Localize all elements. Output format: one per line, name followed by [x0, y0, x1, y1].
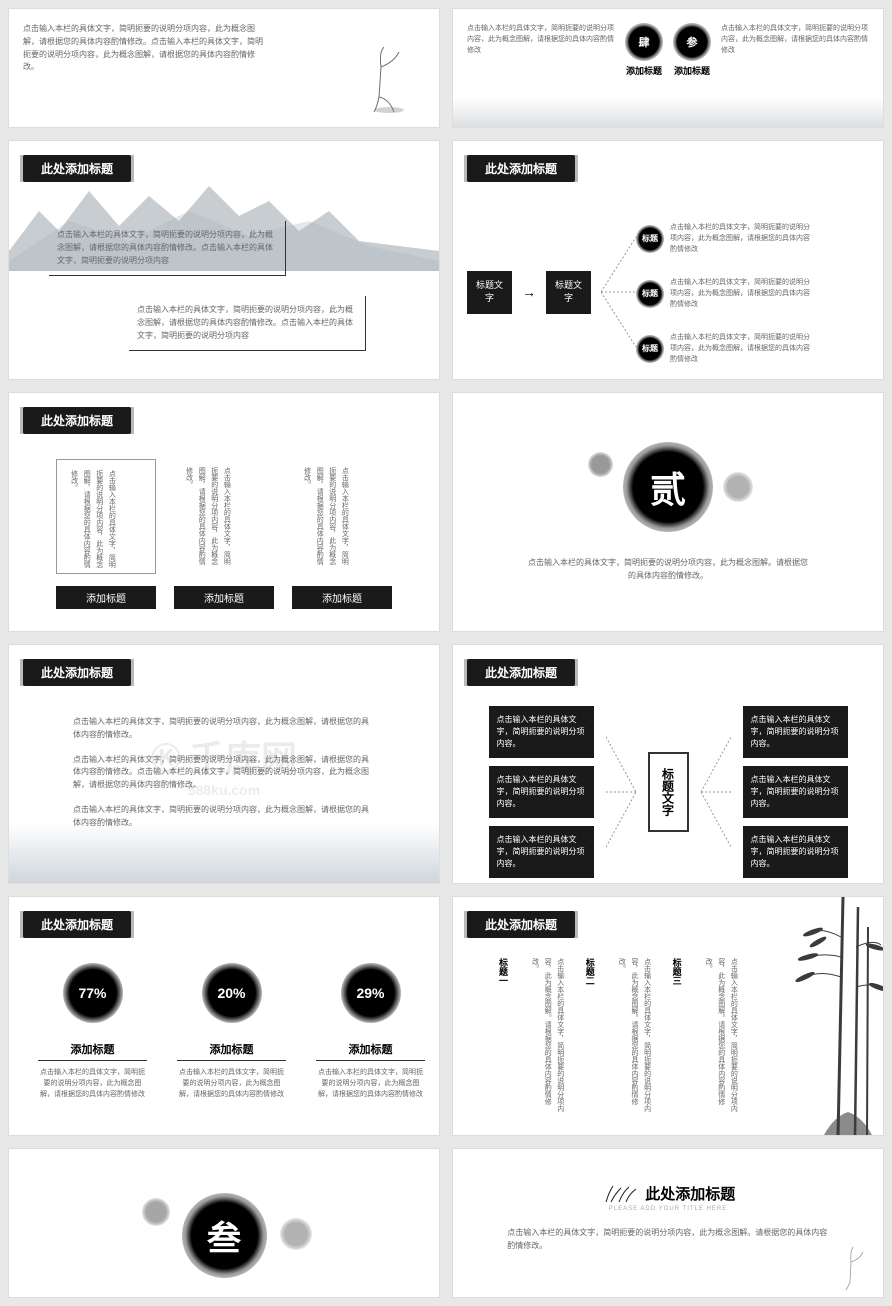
- node-2: 标题: [636, 280, 664, 308]
- center-box: 标题文字: [648, 752, 689, 832]
- para-2: 点击输入本栏的具体文字，简明扼要的说明分项内容，此为概念图解，请根据您的具体内容…: [73, 754, 375, 792]
- branch-lines: [601, 217, 641, 367]
- slide-9: 此处添加标题 77% 添加标题 点击输入本栏的具体文字，简明扼要的说明分项内容，…: [8, 896, 440, 1136]
- col-2: 点击输入本栏的具体文字，简明扼要的说明分项内容，此为概念图解，请根据您的具体内容…: [174, 459, 274, 609]
- pct-col-3: 29% 添加标题 点击输入本栏的具体文字，简明扼要的说明分项内容，此为概念图解，…: [316, 963, 425, 1101]
- ink-circle-san2: 叁: [182, 1193, 267, 1278]
- slide-5: 此处添加标题 点击输入本栏的具体文字，简明扼要的说明分项内容，此为概念图解，请根…: [8, 392, 440, 632]
- slide-10: 此处添加标题 标题一 点击输入本栏的具体文字，简明扼要的说明分项内容，此为概念图…: [452, 896, 884, 1136]
- pct-2: 20%: [202, 963, 262, 1023]
- title-12: 此处添加标题: [645, 1186, 735, 1203]
- pct-2-title: 添加标题: [177, 1041, 286, 1061]
- box-mr: 点击输入本栏的具体文字，简明扼要的说明分项内容。: [743, 766, 848, 818]
- ink-circle-si: 肆: [625, 23, 663, 61]
- flow-box-center: 标题文字: [546, 271, 591, 314]
- bamboo-icon: [763, 897, 883, 1136]
- flow-box-left: 标题文字: [467, 271, 512, 314]
- pct-3-desc: 点击输入本栏的具体文字，简明扼要的说明分项内容，此为概念图解，请根据您的具体内容…: [316, 1067, 425, 1101]
- pct-2-desc: 点击输入本栏的具体文字，简明扼要的说明分项内容，此为概念图解，请根据您的具体内容…: [177, 1067, 286, 1101]
- slide-7: 此处添加标题 点击输入本栏的具体文字，简明扼要的说明分项内容，此为概念图解，请根…: [8, 644, 440, 884]
- mountains-bg: [9, 823, 439, 883]
- slide-2: 点击输入本栏的具体文字，简明扼要的说明分项内容，此为概念图解，请根据您的具体内容…: [452, 8, 884, 128]
- section-title-10: 此处添加标题: [467, 911, 575, 938]
- box-br: 点击输入本栏的具体文字，简明扼要的说明分项内容。: [743, 826, 848, 878]
- slide-6: 贰 点击输入本栏的具体文字，简明扼要的说明分项内容，此为概念图解。请根据您的具体…: [452, 392, 884, 632]
- vlabel-1: 标题一: [497, 958, 510, 1118]
- vcol-3: 点击输入本栏的具体文字，简明扼要的说明分项内容，此为概念图解。请根据您的具体内容…: [702, 958, 740, 1118]
- node-1: 标题: [636, 225, 664, 253]
- pct-3: 29%: [341, 963, 401, 1023]
- col-1: 点击输入本栏的具体文字，简明扼要的说明分项内容，此为概念图解，请根据您的具体内容…: [56, 459, 156, 609]
- slide-11: 叁: [8, 1148, 440, 1298]
- node-3: 标题: [636, 335, 664, 363]
- pct-col-1: 77% 添加标题 点击输入本栏的具体文字，简明扼要的说明分项内容，此为概念图解，…: [38, 963, 147, 1101]
- slide-8: 此处添加标题 点击输入本栏的具体文字，简明扼要的说明分项内容。 点击输入本栏的具…: [452, 644, 884, 884]
- text-box-2: 点击输入本栏的具体文字，简明扼要的说明分项内容，此为概念图解，请根据您的具体内容…: [129, 296, 366, 351]
- pct-1: 77%: [63, 963, 123, 1023]
- slide-3: 此处添加标题 点击输入本栏的具体文字，简明扼要的说明分项内容，此为概念图解，请根…: [8, 140, 440, 380]
- vcol-2: 点击输入本栏的具体文字，简明扼要的说明分项内容，此为概念图解。请根据您的具体内容…: [615, 958, 653, 1118]
- para-1: 点击输入本栏的具体文字，简明扼要的说明分项内容，此为概念图解，请根据您的具体内容…: [73, 716, 375, 742]
- grass-icon: [601, 1184, 641, 1204]
- box-tr: 点击输入本栏的具体文字，简明扼要的说明分项内容。: [743, 706, 848, 758]
- section-title-7: 此处添加标题: [23, 659, 131, 686]
- box-ml: 点击输入本栏的具体文字，简明扼要的说明分项内容。: [489, 766, 594, 818]
- section-title-9: 此处添加标题: [23, 911, 131, 938]
- left-lines: [606, 712, 636, 872]
- slide-1: 点击输入本栏的具体文字，简明扼要的说明分项内容，此为概念图解，请根据您的具体内容…: [8, 8, 440, 128]
- node-3-text: 点击输入本栏的具体文字，简明扼要的说明分项内容，此为概念图解，请根据您的具体内容…: [670, 332, 810, 366]
- col-2-label: 添加标题: [174, 586, 274, 609]
- text-box-1: 点击输入本栏的具体文字，简明扼要的说明分项内容，此为概念图解，请根据您的具体内容…: [49, 221, 286, 276]
- ink-splash-1: [588, 452, 613, 477]
- col-3: 点击输入本栏的具体文字，简明扼要的说明分项内容，此为概念图解，请根据您的具体内容…: [292, 459, 392, 609]
- arrow-icon: →: [522, 284, 536, 300]
- subtitle-12: PLEASE ADD YOUR TITLE HERE: [467, 1206, 869, 1212]
- vcol-1: 点击输入本栏的具体文字，简明扼要的说明分项内容，此为概念图解。请根据您的具体内容…: [528, 958, 566, 1118]
- caption: 点击输入本栏的具体文字，简明扼要的说明分项内容，此为概念图解。请根据您的具体内容…: [527, 557, 808, 583]
- section-title-5: 此处添加标题: [23, 407, 131, 434]
- crane-icon-2: [838, 1242, 868, 1292]
- box-tl: 点击输入本栏的具体文字，简明扼要的说明分项内容。: [489, 706, 594, 758]
- col-1-label: 添加标题: [56, 586, 156, 609]
- splash-l: [142, 1198, 170, 1226]
- section-title-8: 此处添加标题: [467, 659, 575, 686]
- item-text-left: 点击输入本栏的具体文字，简明扼要的说明分项内容，此为概念图解，请根据您的具体内容…: [467, 23, 615, 57]
- crane-icon: [359, 37, 409, 117]
- item-text-right: 点击输入本栏的具体文字，简明扼要的说明分项内容，此为概念图解，请根据您的具体内容…: [721, 23, 869, 57]
- section-title-4: 此处添加标题: [467, 155, 575, 182]
- box-bl: 点击输入本栏的具体文字，简明扼要的说明分项内容。: [489, 826, 594, 878]
- ink-splash-2: [723, 472, 753, 502]
- col-3-label: 添加标题: [292, 586, 392, 609]
- pct-3-title: 添加标题: [316, 1041, 425, 1061]
- pct-1-title: 添加标题: [38, 1041, 147, 1061]
- node-1-text: 点击输入本栏的具体文字，简明扼要的说明分项内容，此为概念图解，请根据您的具体内容…: [670, 222, 810, 256]
- body-12: 点击输入本栏的具体文字，简明扼要的说明分项内容，此为概念图解。请根据您的具体内容…: [507, 1227, 829, 1253]
- vlabel-3: 标题三: [671, 958, 684, 1118]
- intro-text: 点击输入本栏的具体文字，简明扼要的说明分项内容，此为概念图解，请根据您的具体内容…: [23, 23, 264, 74]
- splash-r: [280, 1218, 312, 1250]
- vlabel-2: 标题二: [584, 958, 597, 1118]
- pct-col-2: 20% 添加标题 点击输入本栏的具体文字，简明扼要的说明分项内容，此为概念图解，…: [177, 963, 286, 1101]
- pct-1-desc: 点击输入本栏的具体文字，简明扼要的说明分项内容，此为概念图解，请根据您的具体内容…: [38, 1067, 147, 1101]
- ink-circle-er: 贰: [623, 442, 713, 532]
- right-lines: [701, 712, 731, 872]
- slide-4: 此处添加标题 标题文字 → 标题文字 标题 点击输入本栏的具体文字，简明扼要的说…: [452, 140, 884, 380]
- add-title-si: 添加标题: [626, 64, 662, 77]
- node-2-text: 点击输入本栏的具体文字，简明扼要的说明分项内容，此为概念图解，请根据您的具体内容…: [670, 277, 810, 311]
- add-title-san: 添加标题: [674, 64, 710, 77]
- mist-bg: [453, 97, 883, 127]
- ink-circle-san: 参: [673, 23, 711, 61]
- slide-12: 此处添加标题 PLEASE ADD YOUR TITLE HERE 点击输入本栏…: [452, 1148, 884, 1298]
